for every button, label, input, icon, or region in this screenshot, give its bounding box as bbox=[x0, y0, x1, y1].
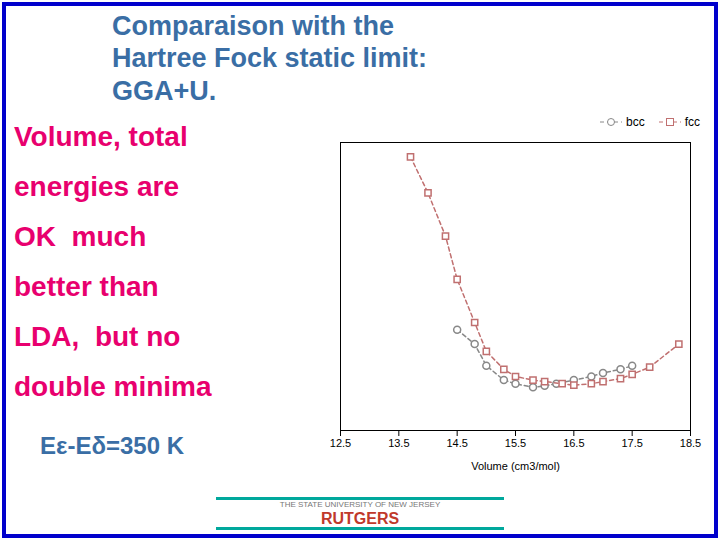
svg-text:14.5: 14.5 bbox=[446, 437, 467, 449]
svg-text:15.5: 15.5 bbox=[505, 437, 526, 449]
svg-text:12.5: 12.5 bbox=[330, 437, 351, 449]
html-text:THE STATE UNIVERSITY OF NEW JE: THE STATE UNIVERSITY OF NEW JERSEY bbox=[279, 500, 441, 509]
svg-text:17.5: 17.5 bbox=[621, 437, 642, 449]
html-text:Volume, total energies are OK: Volume, total energies are OK much bette… bbox=[14, 121, 212, 402]
html-text:Comparaison with the Hartree F: Comparaison with the Hartree Fock static… bbox=[112, 11, 428, 106]
svg-text:Volume (cm3/mol): Volume (cm3/mol) bbox=[471, 460, 560, 472]
svg-text:18.5: 18.5 bbox=[680, 437, 701, 449]
svg-text:16.5: 16.5 bbox=[563, 437, 584, 449]
html-text:Eε-Eδ=350 K: Eε-Eδ=350 K bbox=[40, 432, 184, 459]
svg-text:13.5: 13.5 bbox=[388, 437, 409, 449]
html-text:RUTGERS: RUTGERS bbox=[320, 510, 400, 527]
html-text:bcc: bcc bbox=[626, 115, 645, 129]
html-text:fcc: fcc bbox=[684, 115, 700, 129]
